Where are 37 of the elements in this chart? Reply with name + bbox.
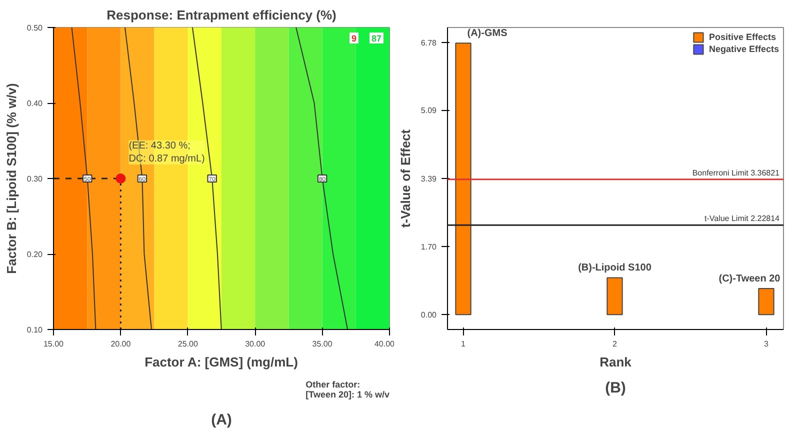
x-axis-title: Rank xyxy=(600,354,632,370)
legend-label: Negative Effects xyxy=(708,44,779,54)
chart-title: Response: Entrapment efficiency (%) xyxy=(106,8,336,22)
x-tick-label: 20.00 xyxy=(110,340,132,348)
annotation: (A)-GMS xyxy=(467,28,508,40)
text: (A) xyxy=(211,412,232,428)
x-tick-label: 30.00 xyxy=(245,340,266,348)
ref-line-label: t-Value Limit 2.22814 xyxy=(704,214,780,224)
y-tick-label: 0.00 xyxy=(420,310,438,320)
y-tick-label: 0.30 xyxy=(26,174,44,184)
x-tick-label: 1 xyxy=(461,340,466,348)
x-axis-title: Factor A: [GMS] (mg/mL) xyxy=(144,354,298,370)
ref-line-label: Bonferroni Limit 3.36821 xyxy=(692,168,780,178)
annotation: 87 xyxy=(372,34,382,44)
y-tick-label: 6.78 xyxy=(420,38,438,48)
x-tick-label: 40.00 xyxy=(374,340,396,348)
annotation: (EE: 43.30 %; DC: 0.87 mg/mL) xyxy=(128,140,205,164)
y-axis-title: Factor B: [Lipoid S100] (% w/v) xyxy=(4,83,19,274)
x-tick-label: 15.00 xyxy=(43,340,64,348)
annotation: 9 xyxy=(352,34,357,44)
text: Other factor: [Tween 20]: 1 % w/v xyxy=(306,380,390,400)
annotation: (B)-Lipoid S100 xyxy=(578,262,652,274)
y-tick-label: 0.40 xyxy=(26,99,44,108)
y-tick-label: 0.20 xyxy=(26,250,44,259)
y-tick-label: 0.50 xyxy=(26,24,44,32)
x-tick-label: 25.00 xyxy=(178,340,198,348)
y-tick-label: 5.09 xyxy=(420,106,438,116)
x-tick-label: 2 xyxy=(612,340,618,348)
legend-label: Positive Effects xyxy=(708,32,776,42)
text: (B) xyxy=(605,380,626,396)
annotation: (C)-Tween 20 xyxy=(718,274,781,285)
x-tick-label: 35.00 xyxy=(312,340,333,348)
x-tick-label: 3 xyxy=(764,340,770,348)
y-tick-label: 3.39 xyxy=(420,174,438,184)
y-tick-label: 1.70 xyxy=(420,242,438,252)
y-tick-label: 0.10 xyxy=(26,326,44,334)
y-axis-title: t-Value of Effect xyxy=(398,128,413,228)
